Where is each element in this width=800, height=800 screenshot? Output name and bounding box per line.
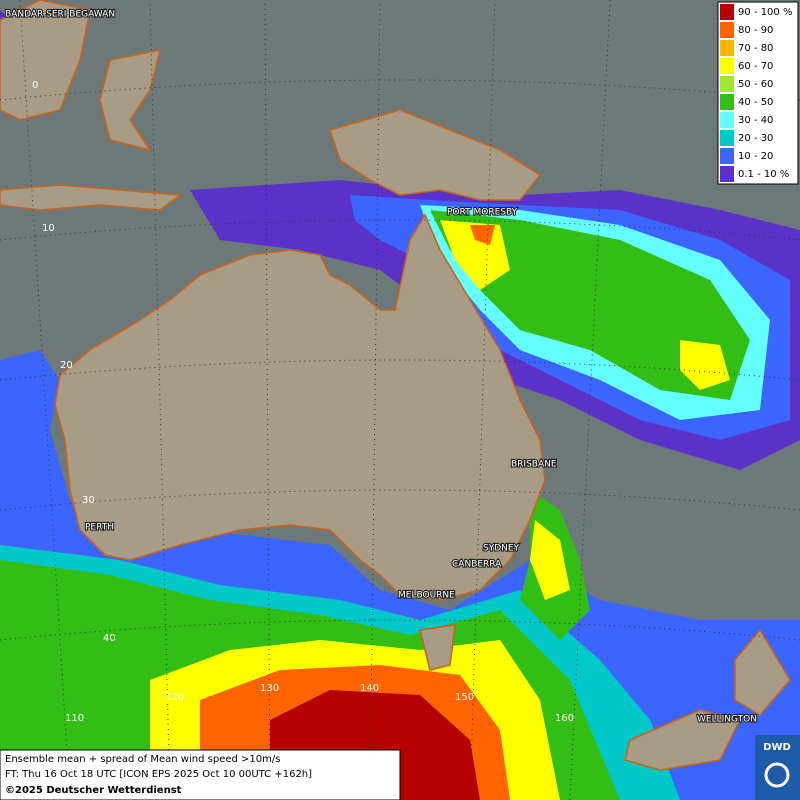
legend-swatch: [720, 94, 734, 110]
longitude-label: 160: [555, 713, 574, 724]
city-label: BANDAR SERI BEGAWAN: [5, 10, 115, 20]
footer-line: Ensemble mean + spread of Mean wind spee…: [5, 754, 280, 765]
legend-label: 40 - 50: [738, 97, 773, 108]
legend-swatch: [720, 112, 734, 128]
footer-box: [0, 749, 401, 800]
legend-label: 60 - 70: [738, 61, 773, 72]
land: [0, 0, 791, 771]
logo-text: DWD: [763, 742, 791, 753]
city-label: MELBOURNE: [398, 591, 455, 601]
longitude-label: 150: [455, 692, 474, 703]
legend-label: 10 - 20: [738, 151, 773, 162]
legend-swatch: [720, 148, 734, 164]
latitude-label: 20: [60, 360, 73, 371]
legend-swatch: [720, 130, 734, 146]
probability-field: [0, 10, 800, 800]
logo-box: [755, 735, 800, 800]
legend-label: 90 - 100 %: [738, 7, 792, 18]
footer-line: ©2025 Deutscher Wetterdienst: [5, 785, 182, 796]
city-label: WELLINGTON: [697, 715, 757, 725]
footer-line: FT: Thu 16 Oct 18 UTC [ICON EPS 2025 Oct…: [5, 769, 312, 780]
legend-label: 0.1 - 10 %: [738, 169, 789, 180]
longitude-label: 130: [260, 683, 279, 694]
city-label: PORT MORESBY: [447, 208, 518, 218]
city-label: CANBERRA: [452, 560, 502, 570]
latitude-label: 0: [32, 80, 38, 91]
logo-icon: [764, 762, 790, 788]
legend-label: 80 - 90: [738, 25, 773, 36]
longitude-label: 140: [360, 683, 379, 694]
legend-label: 70 - 80: [738, 43, 773, 54]
latitude-label: 40: [103, 633, 116, 644]
legend-label: 30 - 40: [738, 115, 773, 126]
longitude-label: 110: [65, 713, 84, 724]
legend-swatch: [720, 4, 734, 20]
legend-swatch: [720, 166, 734, 182]
city-label: SYDNEY: [483, 544, 520, 554]
city-label: PERTH: [85, 523, 114, 533]
longitude-label: 120: [165, 692, 184, 703]
legend-label: 50 - 60: [738, 79, 773, 90]
city-label: BRISBANE: [511, 460, 557, 470]
legend-swatch: [720, 22, 734, 38]
legend-swatch: [720, 40, 734, 56]
latitude-label: 10: [42, 223, 55, 234]
legend-label: 20 - 30: [738, 133, 773, 144]
legend: 90 - 100 % 80 - 90 70 - 80 60 - 70 50 - 60 40…: [717, 1, 799, 185]
legend-swatch: [720, 76, 734, 92]
legend-swatch: [720, 58, 734, 74]
latitude-label: 30: [82, 495, 95, 506]
